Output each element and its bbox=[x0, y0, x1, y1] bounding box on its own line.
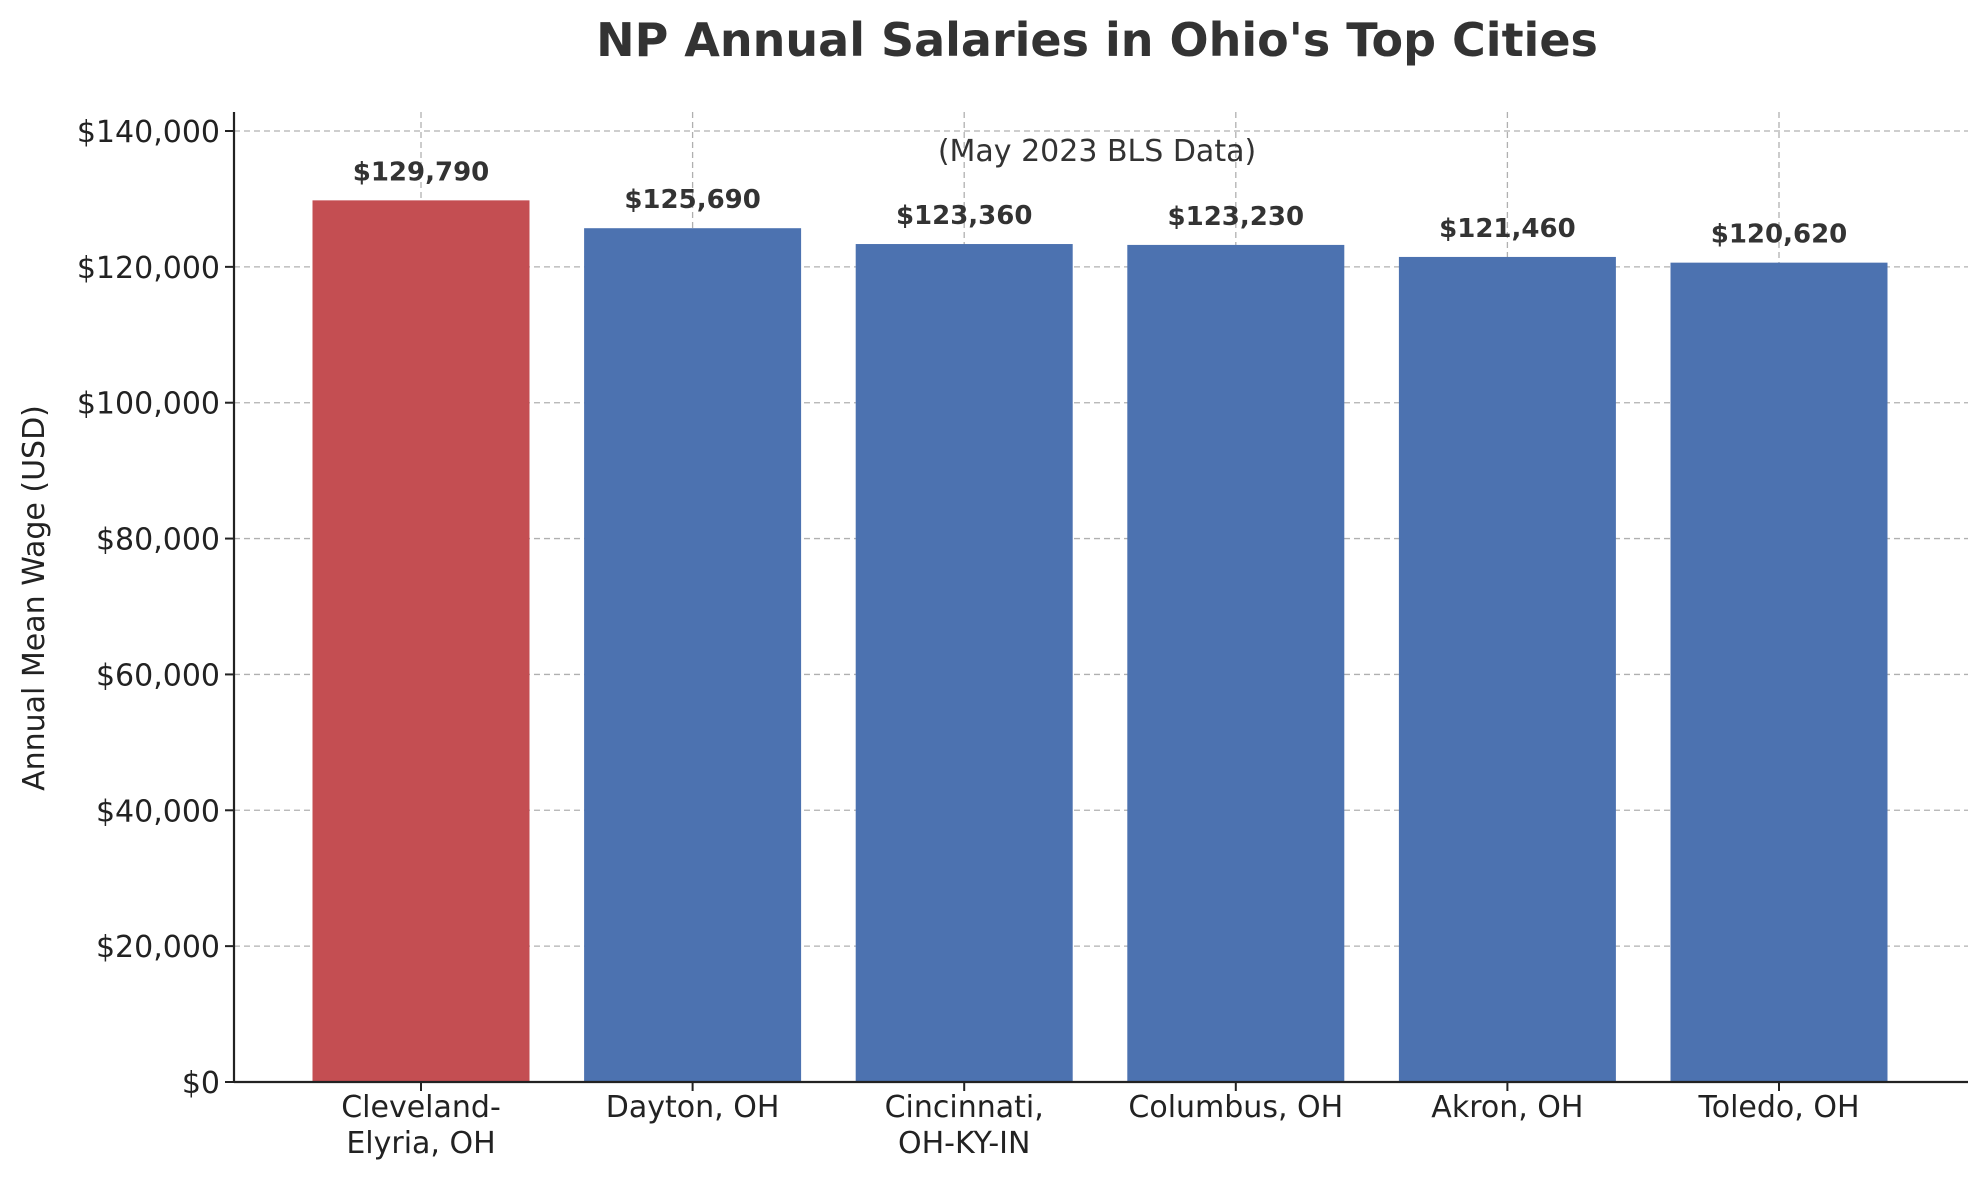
x-tick-label-line: Toledo, OH bbox=[1697, 1090, 1859, 1125]
x-tick-label-line: Cincinnati, bbox=[885, 1090, 1044, 1125]
y-tick-label: $100,000 bbox=[77, 387, 220, 422]
bar-value-label: $125,690 bbox=[624, 185, 761, 215]
x-tick-label: Akron, OH bbox=[1431, 1090, 1583, 1125]
chart-title: NP Annual Salaries in Ohio's Top Cities bbox=[596, 13, 1598, 67]
y-tick-label: $40,000 bbox=[96, 794, 220, 829]
x-tick-label-line: Dayton, OH bbox=[606, 1090, 780, 1125]
bars-layer bbox=[312, 200, 1888, 1083]
bar-value-label: $123,230 bbox=[1168, 202, 1305, 232]
y-tick-label: $0 bbox=[182, 1066, 220, 1101]
axes-layer bbox=[225, 112, 1968, 1091]
y-axis-label: Annual Mean Wage (USD) bbox=[17, 405, 52, 791]
x-tick-label: Columbus, OH bbox=[1128, 1090, 1343, 1125]
bar-value-label: $120,620 bbox=[1711, 220, 1848, 250]
y-tick-label: $120,000 bbox=[77, 251, 220, 286]
x-tick-label: Cincinnati, OH-KY-IN bbox=[885, 1090, 1044, 1161]
bar bbox=[1127, 244, 1345, 1083]
x-tick-label-line: Elyria, OH bbox=[346, 1126, 495, 1161]
bar bbox=[1398, 256, 1616, 1082]
bar bbox=[584, 228, 802, 1082]
y-tick-label: $60,000 bbox=[96, 658, 220, 693]
bar-value-label: $121,460 bbox=[1439, 214, 1576, 244]
y-tick-label: $140,000 bbox=[77, 115, 220, 150]
bar bbox=[1670, 262, 1888, 1082]
labels-layer: $0 $20,000 $40,000 $60,000 $80,000 $100,000 $1… bbox=[77, 115, 1860, 1161]
bar-value-label: $123,360 bbox=[896, 201, 1033, 231]
bar bbox=[855, 244, 1073, 1082]
bar-value-label: $129,790 bbox=[353, 157, 490, 187]
y-tick-label: $20,000 bbox=[96, 930, 220, 965]
x-tick-label: Cleveland-Elyria, OH bbox=[341, 1090, 501, 1161]
x-tick-label: Dayton, OH bbox=[606, 1090, 780, 1125]
x-tick-label: Toledo, OH bbox=[1697, 1090, 1859, 1125]
chart-subtitle: (May 2023 BLS Data) bbox=[938, 134, 1256, 169]
y-tick-label: $80,000 bbox=[96, 523, 220, 558]
x-tick-label-line: OH-KY-IN bbox=[898, 1126, 1030, 1161]
x-tick-label-line: Cleveland- bbox=[341, 1090, 501, 1125]
x-tick-label-line: Akron, OH bbox=[1431, 1090, 1583, 1125]
bar bbox=[312, 200, 530, 1082]
x-tick-label-line: Columbus, OH bbox=[1128, 1090, 1343, 1125]
